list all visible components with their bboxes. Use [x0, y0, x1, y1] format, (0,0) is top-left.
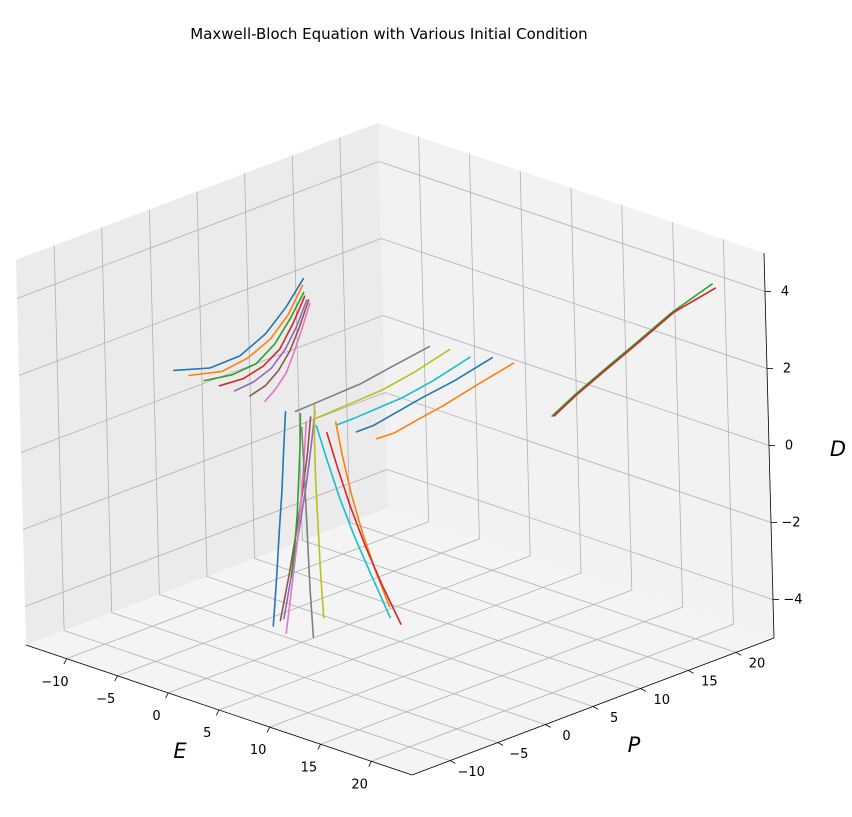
trajectory-line: [313, 403, 325, 619]
axis-panes: [16, 123, 774, 775]
y-tick-label: 15: [701, 675, 718, 690]
x-tick-label: −10: [41, 675, 68, 690]
y-tick-tick: [640, 688, 647, 692]
grid-line-z: [18, 238, 768, 376]
grid-line-x: [218, 187, 582, 711]
grid-line-y: [196, 191, 594, 707]
x-tick-tick: [63, 658, 67, 665]
trajectory-line: [188, 284, 304, 377]
grid-line-x: [117, 153, 480, 677]
trajectory-line: [233, 299, 308, 392]
z-tick-label: −2: [781, 516, 800, 531]
x-tick-tick: [368, 761, 372, 767]
y-tick-label: 20: [749, 657, 766, 672]
y-tick-label: 10: [653, 693, 670, 708]
z-tick-label: 4: [781, 285, 789, 300]
grid-line-z: [16, 161, 766, 299]
x-tick-tick: [266, 726, 271, 733]
tick-marks: [63, 291, 779, 767]
grid-line-y: [149, 209, 546, 725]
x-tick-label: −5: [96, 692, 115, 707]
y-axis-label: P: [628, 733, 641, 757]
z-tick-label: 2: [783, 362, 791, 377]
trajectory-line: [326, 431, 402, 625]
y-tick-label: −5: [509, 747, 528, 762]
trajectory-line: [376, 362, 515, 440]
grid-line-x: [269, 205, 633, 728]
trajectory-line: [272, 411, 287, 627]
z-tick-label: −4: [783, 593, 802, 608]
grid-line-x: [66, 136, 430, 660]
trajectory-line: [218, 295, 306, 387]
grid-line-x: [168, 170, 531, 694]
grid-line-z: [22, 392, 772, 530]
trajectory-line: [203, 291, 305, 382]
trajectory-line: [315, 424, 391, 619]
trajectory-line: [172, 277, 305, 372]
y-tick-tick: [688, 670, 694, 674]
y-tick-tick: [545, 724, 551, 728]
grid-line-y: [244, 173, 641, 689]
x-tick-tick: [215, 709, 220, 716]
x-tick-label: 0: [152, 709, 160, 724]
trajectory-line: [315, 348, 451, 420]
y-tick-tick: [592, 706, 599, 710]
x-tick-tick: [317, 744, 321, 750]
x-tick-tick: [165, 692, 169, 699]
grid-line-x: [320, 222, 684, 745]
y-tick-tick: [497, 742, 504, 746]
x-tick-label: 15: [301, 760, 318, 775]
grid-line-y: [101, 227, 498, 743]
y-tick-label: 5: [610, 711, 618, 726]
trajectory-line: [294, 345, 431, 413]
y-tick-label: −10: [458, 765, 485, 780]
z-tick-label: 0: [785, 439, 793, 454]
grid-line-y: [291, 155, 689, 671]
grid-line-x: [371, 239, 734, 762]
trajectory-line: [249, 299, 310, 397]
trajectory-line: [285, 421, 307, 634]
tick-labels: −10 −5 0 5 10 15 20 −10 −5 0 5 10 15 20 −4 −2 0 2 4: [41, 285, 802, 793]
trajectory-line: [355, 356, 493, 433]
chart-title: Maxwell-Bloch Equation with Various Init…: [190, 25, 587, 43]
grid-lines: [16, 136, 774, 762]
trajectory-line: [551, 283, 713, 417]
x-tick-label: 5: [203, 726, 211, 741]
trajectory-line: [300, 426, 315, 638]
x-tick-label: 20: [351, 777, 368, 792]
y-tick-tick: [735, 652, 742, 656]
grid-line-y: [53, 245, 451, 761]
z-axis-label: D: [830, 437, 846, 461]
y-tick-tick: [449, 760, 456, 764]
x-tick-label: 10: [250, 743, 267, 758]
trajectory-line: [264, 302, 311, 402]
x-tick-tick: [114, 675, 118, 682]
x-axis-label: E: [173, 739, 187, 763]
trajectory-line: [290, 412, 302, 578]
grid-line-z: [24, 469, 774, 607]
trajectory-curves: [172, 277, 716, 638]
grid-line-y: [339, 137, 737, 653]
grid-line-z: [20, 315, 770, 453]
trajectory-line: [553, 287, 716, 417]
trajectory-line: [335, 356, 471, 426]
y-tick-label: 0: [562, 729, 570, 744]
